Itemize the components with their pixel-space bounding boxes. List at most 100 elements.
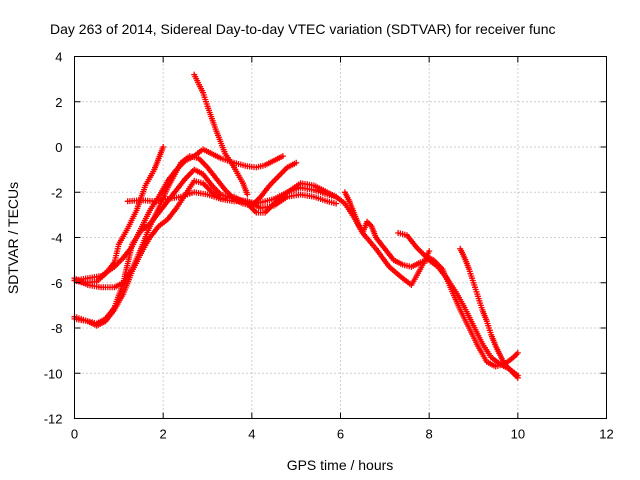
data-point (193, 73, 196, 76)
data-point (273, 159, 275, 162)
data-point (144, 184, 147, 187)
data-point-markers (71, 177, 340, 329)
data-point (494, 365, 497, 368)
data-point (357, 223, 360, 225)
data-point (432, 259, 435, 261)
series-track-5 (71, 166, 340, 327)
data-point (211, 152, 213, 155)
data-point (242, 182, 244, 185)
data-point (246, 202, 249, 205)
data-point (344, 191, 346, 194)
data-point (202, 173, 205, 176)
y-tick-label: 0 (55, 140, 62, 155)
data-point (490, 356, 493, 359)
data-point (246, 193, 249, 196)
data-point (86, 284, 89, 286)
data-point (149, 223, 151, 225)
data-point (197, 157, 200, 160)
data-point (131, 270, 134, 273)
data-point (348, 200, 351, 203)
data-point (100, 286, 102, 289)
data-point (202, 182, 205, 185)
data-point (157, 207, 160, 210)
data-point (122, 293, 125, 295)
data-point (313, 189, 315, 191)
data-point (153, 200, 156, 203)
data-point (481, 342, 484, 345)
data-point (180, 195, 182, 198)
data-point (415, 245, 417, 248)
data-point (193, 168, 196, 171)
data-point (219, 193, 222, 196)
data-point (335, 195, 337, 198)
data-point (211, 184, 213, 187)
series-track-4 (71, 177, 340, 329)
data-point (113, 261, 116, 264)
data-point (215, 130, 218, 133)
series-track-10 (457, 245, 521, 381)
data-point (326, 200, 329, 203)
data-point (512, 356, 515, 359)
x-axis-label: GPS time / hours (287, 457, 394, 473)
data-point (516, 376, 519, 379)
data-point (410, 284, 413, 286)
data-point (375, 247, 377, 250)
y-tick-label: -2 (51, 185, 63, 200)
data-point (468, 268, 470, 271)
data-point (406, 234, 408, 237)
data-point (113, 286, 116, 289)
y-tick-label: -12 (44, 412, 63, 427)
data-point (233, 166, 236, 169)
y-axis-label: SDTVAR / TECUs (5, 182, 21, 294)
data-point (202, 91, 205, 94)
data-point (273, 202, 275, 205)
data-point (175, 189, 178, 191)
data-point (508, 367, 510, 370)
chart-title: Day 263 of 2014, Sidereal Day-to-day VTE… (50, 21, 556, 37)
data-point (516, 352, 519, 354)
data-point (286, 191, 289, 194)
data-point (264, 211, 266, 214)
data-point (485, 361, 488, 363)
x-tick-label: 12 (599, 427, 613, 442)
data-point (175, 207, 178, 210)
data-point (410, 266, 413, 268)
data-point (401, 277, 404, 280)
data-point (219, 198, 222, 200)
data-point (383, 247, 386, 250)
data-point (86, 277, 89, 280)
data-point (299, 193, 302, 196)
data-point (264, 164, 266, 167)
x-tick-label: 6 (337, 427, 344, 442)
data-point (140, 229, 142, 232)
series-track-9 (395, 230, 521, 370)
data-point (370, 225, 373, 228)
data-point-markers (71, 153, 300, 291)
x-tick-label: 8 (426, 427, 433, 442)
data-point (313, 195, 315, 198)
data-point (423, 254, 426, 257)
data-point (135, 209, 138, 212)
x-tick-label: 10 (511, 427, 525, 442)
y-tick-label: -10 (44, 366, 63, 381)
data-point (255, 202, 258, 205)
x-axis: 0 2 4 6 8 10 12 (71, 56, 614, 442)
data-point (441, 268, 444, 271)
data-point (206, 105, 209, 108)
data-point (459, 309, 462, 311)
data-point (193, 180, 196, 182)
data-point (326, 191, 329, 194)
data-point (477, 295, 479, 298)
data-point-markers (341, 189, 521, 379)
data-point (122, 257, 125, 259)
data-point (149, 209, 151, 212)
data-point (401, 263, 404, 266)
data-point (113, 306, 116, 309)
data-point (122, 281, 125, 284)
data-point (206, 193, 209, 196)
y-tick-label: 4 (55, 50, 62, 65)
data-point (273, 198, 275, 200)
data-point (361, 232, 364, 234)
data-point (224, 152, 227, 155)
data-point (392, 259, 395, 261)
